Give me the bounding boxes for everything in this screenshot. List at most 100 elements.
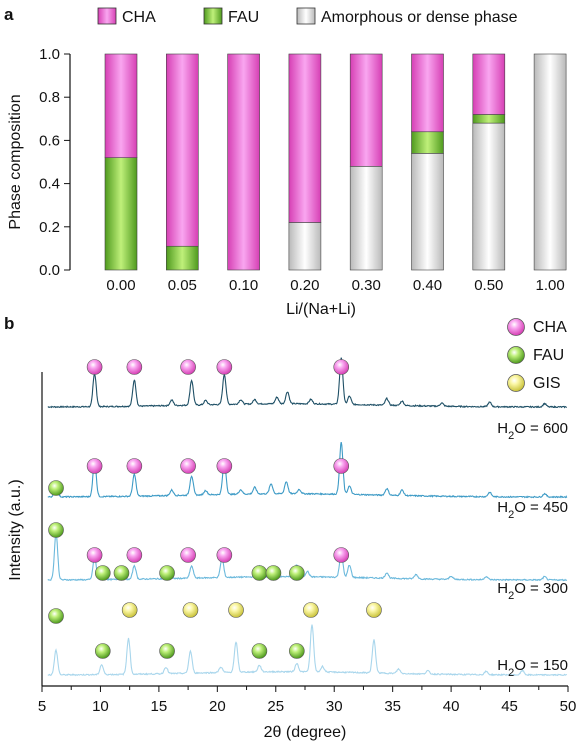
phase-marker-fau-300-0 — [48, 522, 64, 538]
legend-marker-gis — [507, 374, 525, 392]
phase-marker-cha-600-4 — [333, 359, 350, 375]
bar-segment-cha-0.00 — [104, 53, 138, 158]
bar-stack-0.20 — [288, 53, 322, 271]
bar-stack-0.05 — [166, 53, 199, 271]
phase-marker-cha-450-5 — [333, 458, 350, 474]
bar-stack-0.00 — [104, 53, 138, 271]
x-tick-label-20: 20 — [209, 698, 226, 715]
bar-segment-amorphous-0.50 — [472, 122, 506, 271]
x-tick-label-35: 35 — [384, 698, 401, 715]
bar-segment-fau-0.05 — [166, 245, 199, 271]
phase-marker-cha-300-7 — [216, 547, 233, 563]
legend-label-amorphous: Amorphous or dense phase — [321, 9, 518, 26]
phase-marker-cha-450-1 — [86, 458, 103, 474]
phase-marker-gis-150-5 — [228, 602, 244, 618]
panel-a-legend: CHA FAU Amorphous or dense phase — [97, 7, 518, 26]
phase-marker-fau-150-0 — [48, 608, 64, 624]
x-tick-label-45: 45 — [501, 698, 518, 715]
bar-stack-0.10 — [227, 53, 260, 271]
x-tick-label-25: 25 — [267, 698, 284, 715]
panel-a-bars — [104, 53, 567, 271]
phase-marker-cha-600-3 — [216, 359, 233, 375]
phase-marker-fau-300-2 — [94, 565, 111, 581]
xrd-trace-300 — [47, 533, 568, 582]
phase-marker-gis-150-8 — [303, 602, 319, 618]
legend-swatch-amorphous — [296, 7, 316, 25]
bar-segment-cha-0.10 — [227, 53, 260, 271]
x-tick-label-0.10: 0.10 — [229, 277, 258, 294]
phase-marker-cha-450-2 — [126, 458, 143, 474]
bar-segment-cha-0.05 — [166, 53, 199, 247]
trace-label-600: H2O = 600 — [497, 420, 568, 442]
bar-stack-1.00 — [533, 53, 567, 271]
phase-marker-cha-450-4 — [216, 458, 233, 474]
x-tick-label-15: 15 — [151, 698, 168, 715]
panel-b-traces — [47, 357, 568, 677]
panel-b-legend: CHA FAU GIS — [507, 318, 567, 392]
x-tick-label-5: 5 — [38, 698, 46, 715]
x-tick-label-30: 30 — [326, 698, 343, 715]
panel-a-x-tick-labels: 0.00 0.05 0.10 0.20 0.30 0.40 0.50 1.00 — [106, 277, 564, 294]
panel-a-x-axis-title: Li/(Na+Li) — [286, 301, 356, 318]
x-tick-label-0.20: 0.20 — [290, 277, 319, 294]
legend-marker-fau — [507, 346, 525, 364]
x-tick-label-0.00: 0.00 — [106, 277, 135, 294]
phase-marker-cha-450-3 — [180, 458, 196, 474]
y-tick-label-0.8: 0.8 — [39, 89, 60, 106]
panel-b-y-axis-title: Intensity (a.u.) — [7, 479, 24, 580]
panel-a-y-axis-title: Phase composition — [7, 94, 24, 229]
phase-marker-fau-150-7 — [289, 643, 305, 659]
phase-marker-fau-450-0 — [48, 480, 64, 496]
panel-b-x-axis-title: 2θ (degree) — [264, 724, 347, 741]
x-tick-label-0.50: 0.50 — [474, 277, 503, 294]
bar-segment-cha-0.20 — [288, 53, 322, 223]
phase-marker-fau-300-8 — [251, 565, 268, 581]
phase-marker-cha-600-1 — [126, 359, 143, 375]
bar-segment-fau-0.00 — [104, 157, 138, 271]
legend-label-cha: CHA — [533, 319, 567, 336]
xrd-trace-600 — [47, 357, 567, 409]
bar-stack-0.40 — [411, 53, 444, 271]
phase-marker-fau-300-9 — [265, 565, 282, 581]
trace-label-450: H2O = 450 — [497, 499, 568, 521]
bar-segment-fau-0.40 — [411, 131, 444, 154]
phase-marker-gis-150-4 — [182, 602, 199, 618]
y-tick-label-1.0: 1.0 — [39, 46, 60, 63]
x-tick-label-10: 10 — [92, 698, 109, 715]
bar-segment-cha-0.40 — [411, 53, 444, 133]
bar-segment-amorphous-0.40 — [411, 153, 444, 271]
bar-segment-amorphous-1.00 — [533, 53, 567, 271]
phase-marker-fau-150-3 — [159, 643, 175, 659]
phase-marker-gis-150-2 — [121, 602, 138, 618]
y-tick-label-0.2: 0.2 — [39, 219, 60, 236]
x-tick-label-0.40: 0.40 — [413, 277, 442, 294]
phase-marker-cha-600-2 — [180, 359, 196, 375]
legend-label-fau: FAU — [533, 347, 564, 364]
x-tick-label-50: 50 — [560, 698, 577, 715]
phase-marker-fau-300-5 — [159, 565, 175, 581]
trace-label-300: H2O = 300 — [497, 580, 568, 602]
legend-swatch-fau — [203, 7, 223, 25]
bar-segment-amorphous-0.30 — [349, 166, 383, 271]
legend-swatch-cha — [97, 7, 117, 25]
phase-marker-fau-300-3 — [113, 565, 130, 581]
y-tick-label-0.6: 0.6 — [39, 132, 60, 149]
x-tick-label-0.05: 0.05 — [168, 277, 197, 294]
legend-label-cha: CHA — [122, 9, 156, 26]
panel-a-stacked-bar-chart: a CHA FAU Amorphous or dense phase 0.00.20… — [4, 5, 567, 318]
phase-marker-cha-300-4 — [126, 547, 143, 563]
phase-marker-fau-300-10 — [289, 565, 305, 581]
phase-marker-fau-150-1 — [94, 643, 111, 659]
panel-a-y-ticks: 0.0 0.2 0.4 0.6 0.8 1.0 — [39, 46, 70, 279]
x-tick-label-1.00: 1.00 — [535, 277, 564, 294]
xrd-trace-450 — [47, 441, 568, 499]
phase-marker-cha-300-11 — [333, 547, 350, 563]
bar-segment-cha-0.30 — [349, 53, 383, 167]
bar-stack-0.30 — [349, 53, 383, 271]
legend-label-fau: FAU — [228, 9, 259, 26]
bar-segment-amorphous-0.20 — [288, 222, 322, 271]
panel-a-label: a — [4, 5, 14, 24]
x-tick-label-40: 40 — [443, 698, 460, 715]
